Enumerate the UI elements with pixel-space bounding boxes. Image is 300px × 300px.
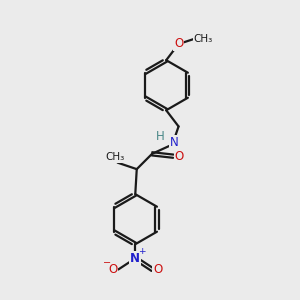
- Text: CH₃: CH₃: [105, 152, 124, 162]
- Text: O: O: [174, 38, 183, 50]
- Text: N: N: [170, 136, 179, 148]
- Text: +: +: [138, 248, 146, 256]
- Text: H: H: [156, 130, 165, 143]
- Text: O: O: [108, 263, 118, 276]
- Text: N: N: [130, 252, 140, 265]
- Text: −: −: [103, 258, 111, 268]
- Text: O: O: [153, 263, 162, 276]
- Text: O: O: [175, 150, 184, 163]
- Text: CH₃: CH₃: [194, 34, 213, 44]
